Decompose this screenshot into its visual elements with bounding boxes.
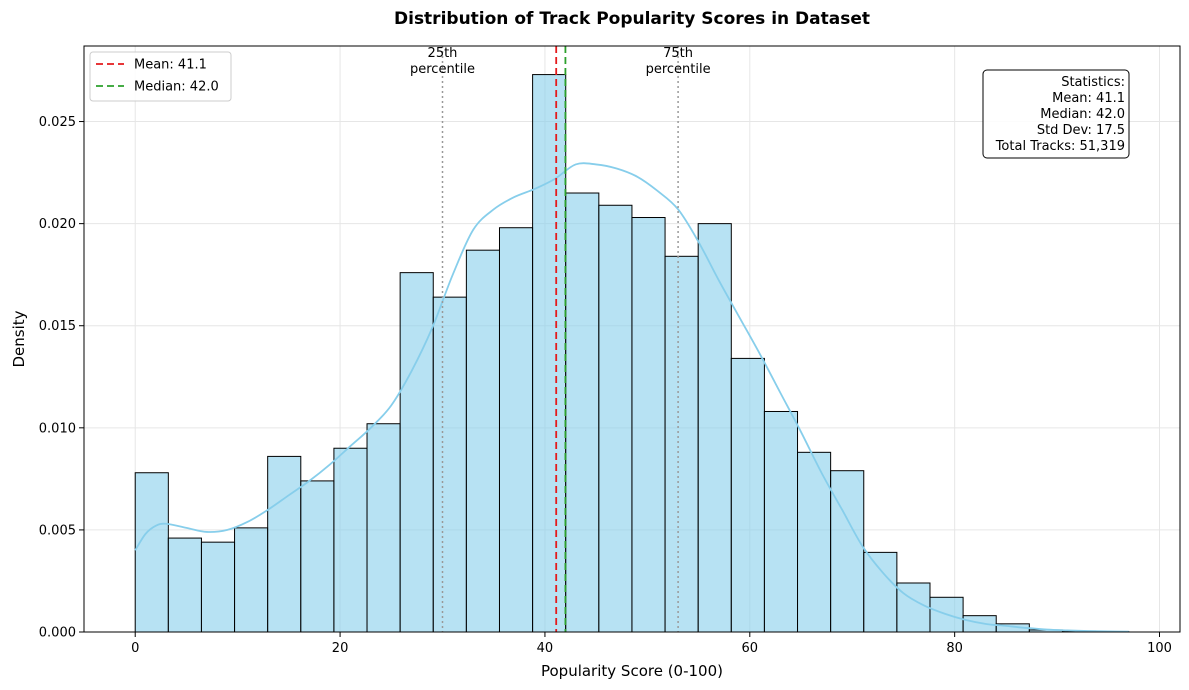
legend-label: Median: 42.0 [134,80,219,95]
legend-box [89,51,232,102]
histogram-bar [432,296,467,633]
histogram-bar [167,537,202,633]
histogram-bar [267,455,302,633]
x-tick-label: 0 [131,641,139,656]
histogram-bar [498,227,534,633]
legend-label: Mean: 41.1 [134,58,207,73]
histogram-bar [830,470,865,633]
histogram-bars [134,74,1130,633]
histogram-bar [863,551,898,633]
reference-lines [441,46,679,632]
histogram-bar [134,472,169,633]
histogram-bar [896,582,931,633]
y-axis-ticks: 0.000 0.005 0.010 0.015 0.020 0.025 [39,115,84,641]
kde-curve [134,162,1129,633]
x-axis-ticks: 0 20 40 60 80 100 [131,632,1172,656]
histogram-bar [333,447,368,633]
y-tick-label: 0.015 [39,319,76,334]
y-tick-label: 0.005 [39,523,76,538]
statistics-line: Std Dev: 17.5 [1037,123,1125,138]
histogram-bar [366,423,401,633]
y-tick-label: 0.025 [39,115,76,130]
y-tick-label: 0.020 [39,217,76,232]
histogram-bar [565,192,600,633]
percentile-annotation-text: 25th [428,46,458,61]
x-axis-label: Popularity Score (0-100) [541,662,723,680]
histogram-bar [465,249,500,633]
histogram-bar [200,541,236,633]
histogram-bar [730,357,765,633]
histogram-bar [300,480,335,633]
x-tick-label: 40 [537,641,554,656]
statistics-line: Mean: 41.1 [1052,91,1125,106]
percentile-annotation-text: percentile [410,62,475,77]
histogram-bar [399,272,434,633]
histogram-bar [664,255,699,633]
histogram-bar [763,410,799,633]
y-axis-label: Density [10,310,28,367]
chart-title: Distribution of Track Popularity Scores … [394,9,870,29]
statistics-line: Total Tracks: 51,319 [995,139,1125,154]
histogram-bar [532,74,567,633]
percentile-annotation-text: 75th [663,46,693,61]
histogram-bar [598,204,633,633]
x-tick-label: 20 [332,641,349,656]
y-tick-label: 0.010 [39,421,76,436]
histogram-bar [234,527,269,633]
statistics-box-frame [982,69,1130,159]
x-tick-label: 60 [742,641,759,656]
histogram-bar [797,451,832,633]
histogram-bar [697,223,732,633]
plot-frame [83,45,1181,633]
statistics-line: Statistics: [1061,75,1125,90]
statistics-line: Median: 42.0 [1040,107,1125,122]
x-tick-label: 80 [946,641,963,656]
legend: Mean: 41.1 Median: 42.0 [89,51,232,102]
percentile-annotation-text: percentile [646,62,711,77]
histogram-bar [631,217,666,633]
x-tick-label: 100 [1147,641,1172,656]
y-tick-label: 0.000 [39,626,76,641]
